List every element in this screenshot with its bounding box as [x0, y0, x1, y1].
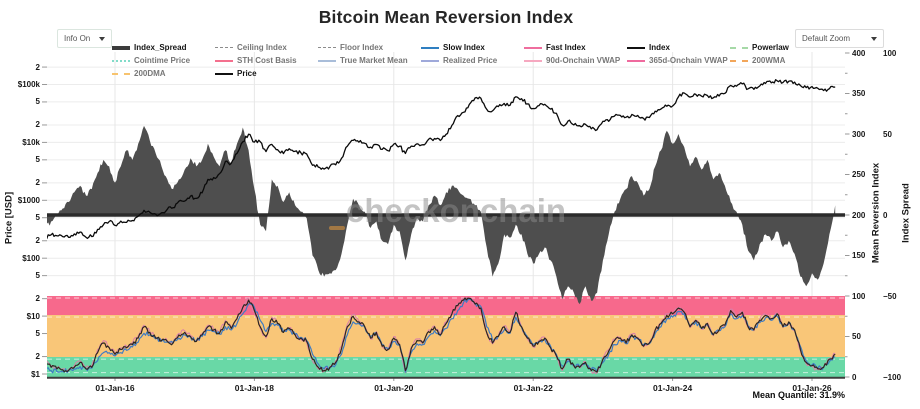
legend-item-price[interactable]: Price: [215, 69, 318, 78]
chart-title: Bitcoin Mean Reversion Index: [318, 7, 574, 27]
legend-swatch: [730, 59, 748, 62]
legend-item-slow-index[interactable]: Slow Index: [421, 43, 524, 52]
info-toggle-dropdown[interactable]: Info On: [57, 29, 112, 48]
legend-swatch: [112, 59, 130, 62]
legend-item-90d-onchain-vwap[interactable]: 90d-Onchain VWAP: [524, 56, 627, 65]
price-line: [47, 79, 836, 240]
legend-label: 200WMA: [752, 56, 786, 65]
legend-item-index-spread[interactable]: Index_Spread: [112, 43, 215, 52]
legend-item-fast-index[interactable]: Fast Index: [524, 43, 627, 52]
price-axis-title: Price [USD]: [3, 191, 15, 245]
legend-item-true-market-mean[interactable]: True Market Mean: [318, 56, 421, 65]
legend-label: 90d-Onchain VWAP: [546, 56, 621, 65]
legend-swatch: [112, 45, 130, 50]
zoom-preset-label: Default Zoom: [802, 34, 851, 43]
legend-swatch: [730, 46, 748, 49]
legend-label: Cointime Price: [134, 56, 191, 65]
legend-swatch: [524, 46, 542, 49]
legend-item-powerlaw[interactable]: Powerlaw: [730, 43, 833, 52]
legend-label: Ceiling Index: [237, 43, 287, 52]
legend-item-365d-onchain-vwap[interactable]: 365d-Onchain VWAP: [627, 56, 730, 65]
legend-label: Price: [237, 69, 257, 78]
legend-item-200wma[interactable]: 200WMA: [730, 56, 833, 65]
legend-item-index[interactable]: Index: [627, 43, 730, 52]
index-spread-axis-title: Index Spread: [900, 183, 912, 243]
legend-swatch: [627, 59, 645, 62]
quantile-band-0: [47, 296, 845, 316]
legend-swatch: [112, 72, 130, 75]
legend-label: Floor Index: [340, 43, 384, 52]
legend-label: True Market Mean: [340, 56, 408, 65]
legend-label: STH Cost Basis: [237, 56, 297, 65]
legend-label: Realized Price: [443, 56, 498, 65]
legend-label: Fast Index: [546, 43, 586, 52]
legend-item-cointime-price[interactable]: Cointime Price: [112, 56, 215, 65]
zoom-preset-dropdown[interactable]: Default Zoom: [795, 29, 884, 48]
legend-item-floor-index[interactable]: Floor Index: [318, 43, 421, 52]
legend-label: 200DMA: [134, 69, 166, 78]
legend-swatch: [421, 46, 439, 49]
legend-item-realized-price[interactable]: Realized Price: [421, 56, 524, 65]
index-line: [47, 297, 836, 373]
legend-label: Index_Spread: [134, 43, 187, 52]
caret-down-icon: [871, 36, 877, 41]
legend-item-200dma[interactable]: 200DMA: [112, 69, 215, 78]
legend-label: Index: [649, 43, 670, 52]
legend-label: Powerlaw: [752, 43, 789, 52]
legend-item-ceiling-index[interactable]: Ceiling Index: [215, 43, 318, 52]
legend-swatch: [524, 59, 542, 62]
legend: Index_Spread Ceiling Index Floor Index Slow…: [112, 41, 833, 80]
legend-swatch: [215, 72, 233, 75]
legend-item-sth-cost-basis[interactable]: STH Cost Basis: [215, 56, 318, 65]
legend-label: 365d-Onchain VWAP: [649, 56, 728, 65]
legend-swatch: [318, 47, 336, 48]
legend-label: Slow Index: [443, 43, 485, 52]
legend-swatch: [318, 59, 336, 62]
caret-down-icon: [99, 36, 105, 41]
info-toggle-label: Info On: [64, 34, 91, 43]
legend-swatch: [421, 59, 439, 62]
legend-swatch: [627, 46, 645, 49]
legend-swatch: [215, 59, 233, 62]
mean-reversion-index-axis-title: Mean Reversion Index: [870, 162, 882, 264]
quantile-band-2: [47, 356, 845, 377]
legend-swatch: [215, 47, 233, 48]
series-layer: [47, 79, 845, 375]
mean-quantile-label: Mean Quantile: 31.9%: [752, 390, 845, 400]
